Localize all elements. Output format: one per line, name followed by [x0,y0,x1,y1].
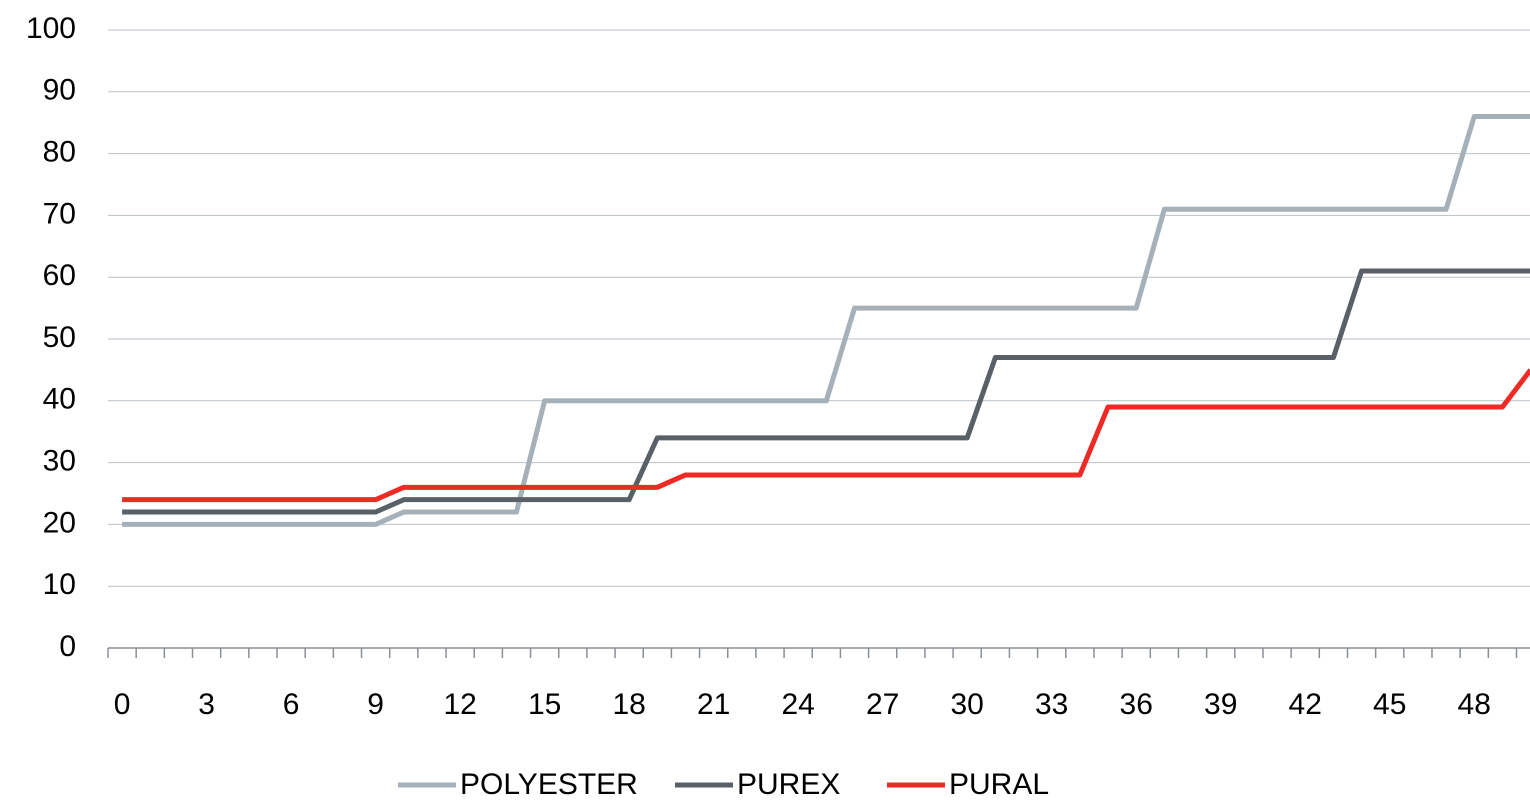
x-tick-label: 27 [866,688,899,721]
y-tick-label: 20 [43,506,76,539]
x-tick-label: 48 [1458,688,1491,721]
x-tick-label: 24 [781,688,814,721]
x-tick-label: 3 [198,688,215,721]
x-tick-label: 6 [283,688,300,721]
y-tick-label: 0 [59,630,76,663]
legend: POLYESTER PUREX PURAL [398,768,1049,801]
x-tick-label: 15 [528,688,561,721]
series-line [122,268,1530,515]
series-line [122,114,1530,527]
x-tick-label: 9 [367,688,384,721]
x-tick-label: 45 [1373,688,1406,721]
series-line [122,368,1530,503]
y-tick-label: 90 [43,74,76,107]
y-tick-label: 10 [43,568,76,601]
y-tick-label: 80 [43,136,76,169]
x-tick-label: 36 [1120,688,1153,721]
legend-label: PUREX [737,768,840,801]
x-tick-label: 0 [114,688,131,721]
x-tick-label: 21 [697,688,730,721]
legend-label: POLYESTER [460,768,638,801]
y-tick-label: 60 [43,259,76,292]
y-tick-label: 100 [26,12,76,45]
y-tick-label: 40 [43,383,76,416]
x-tick-label: 42 [1289,688,1322,721]
y-tick-label: 70 [43,197,76,230]
x-tick-label: 18 [612,688,645,721]
x-tick-label: 33 [1035,688,1068,721]
legend-label: PURAL [949,768,1049,801]
x-tick-label: 12 [443,688,476,721]
x-tick-label: 30 [950,688,983,721]
y-tick-label: 30 [43,445,76,478]
y-tick-label: 50 [43,321,76,354]
x-tick-label: 39 [1204,688,1237,721]
